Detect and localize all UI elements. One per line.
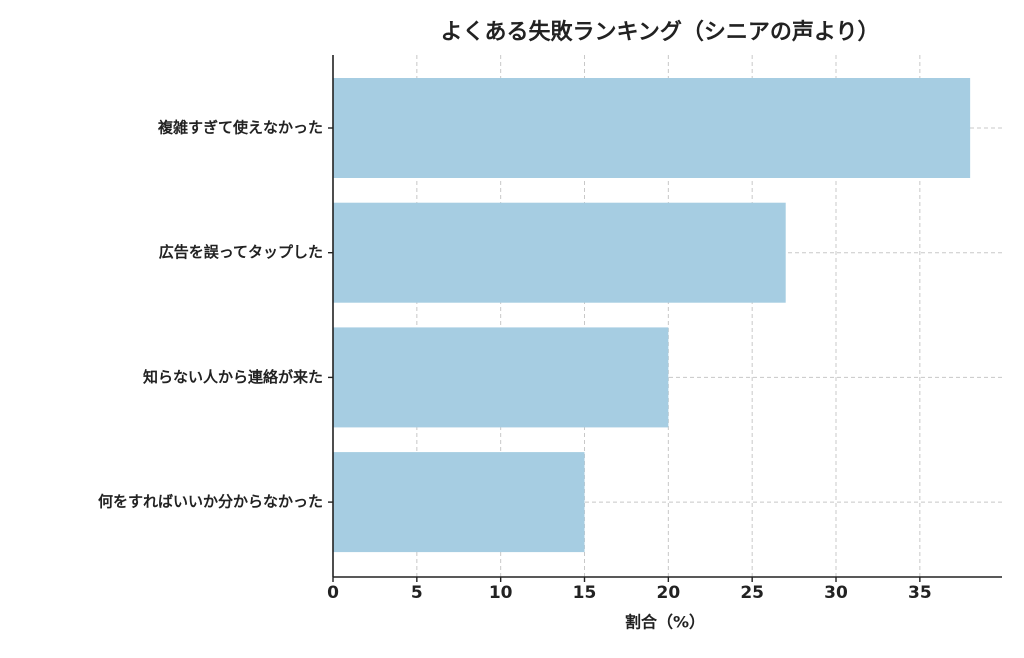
y-tick-label: 複雑すぎて使えなかった (157, 119, 323, 137)
bar (333, 452, 585, 553)
x-tick-label: 30 (824, 583, 848, 603)
x-tick-label: 15 (573, 583, 597, 603)
x-tick-label: 25 (740, 583, 764, 603)
x-tick-label: 0 (327, 583, 339, 603)
bar (333, 327, 669, 428)
chart-title: よくある失敗ランキング（シニアの声より） (441, 19, 880, 45)
x-tick-label: 5 (411, 583, 423, 603)
y-tick-label: 知らない人から連絡が来た (143, 368, 323, 386)
bar (333, 202, 786, 303)
x-tick-label: 20 (657, 583, 681, 603)
y-tick-label: 広告を誤ってタップした (159, 243, 323, 261)
x-axis-label: 割合（%） (625, 613, 705, 632)
x-tick-label: 35 (908, 583, 932, 603)
y-tick-label: 何をすればいいか分からなかった (98, 493, 323, 511)
bar (333, 78, 971, 178)
x-tick-label: 10 (489, 583, 513, 603)
